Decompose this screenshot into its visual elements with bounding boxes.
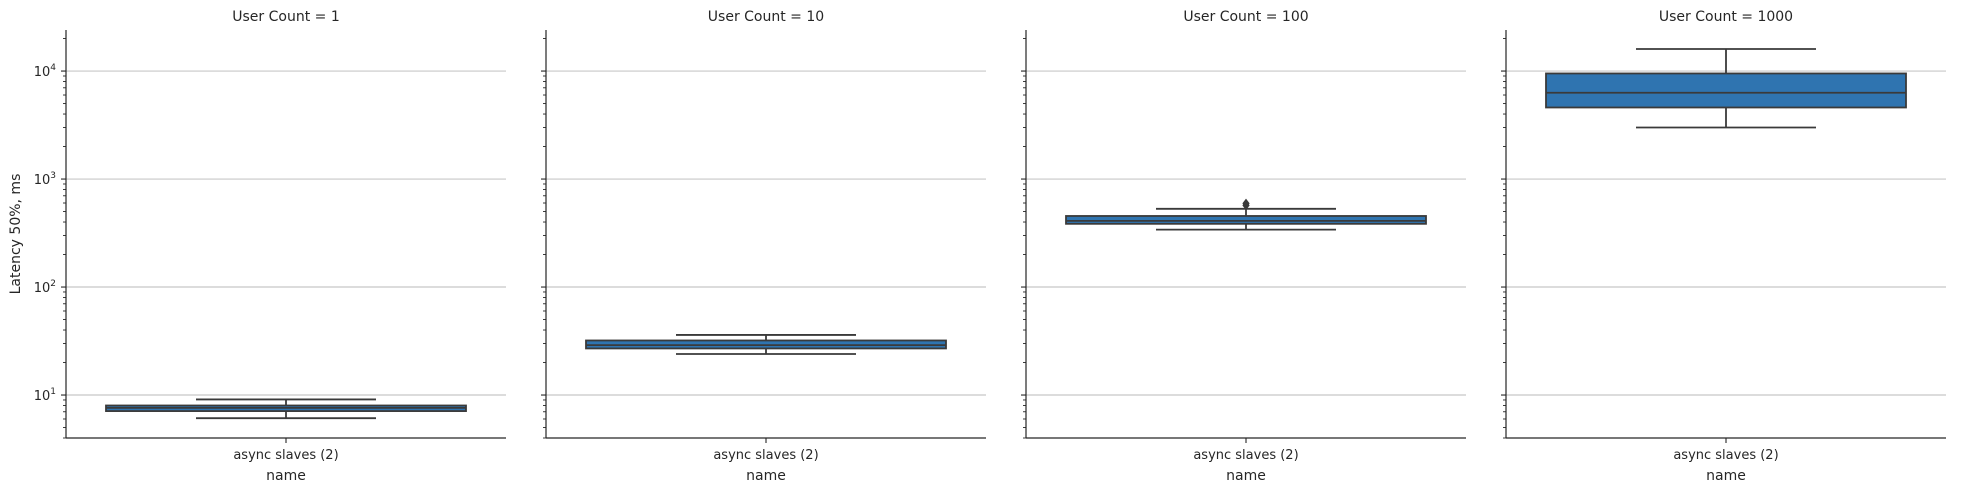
panel-title: User Count = 10 <box>708 9 824 25</box>
panel-title: User Count = 100 <box>1183 9 1308 25</box>
x-tick-label: async slaves (2) <box>233 448 338 463</box>
outlier-point <box>1242 198 1250 209</box>
x-axis-label: name <box>1706 468 1746 484</box>
panel-title: User Count = 1000 <box>1659 9 1793 25</box>
x-axis-label: name <box>746 468 786 484</box>
x-tick-label: async slaves (2) <box>713 448 818 463</box>
y-tick-label: 104 <box>34 63 57 80</box>
y-tick-label: 102 <box>34 279 56 296</box>
x-axis-label: name <box>266 468 306 484</box>
box-iqr <box>1545 72 1907 109</box>
panel-4: async slaves (2) name User Count = 1000 <box>1501 9 1946 484</box>
y-tick-label: 103 <box>34 171 56 188</box>
x-tick-label: async slaves (2) <box>1193 448 1298 463</box>
y-tick-label: 101 <box>34 387 56 404</box>
x-tick-label: async slaves (2) <box>1673 448 1778 463</box>
panel-2: async slaves (2) name User Count = 10 <box>541 9 986 484</box>
panel-3: async slaves (2) name User Count = 100 <box>1021 9 1466 484</box>
box-iqr <box>1065 215 1427 225</box>
y-axis-label: Latency 50%, ms <box>8 174 24 295</box>
x-axis-label: name <box>1226 468 1266 484</box>
panel-title: User Count = 1 <box>232 9 339 25</box>
panel-1: 101 102 103 104 async slaves (2) name User Cou… <box>34 9 506 484</box>
